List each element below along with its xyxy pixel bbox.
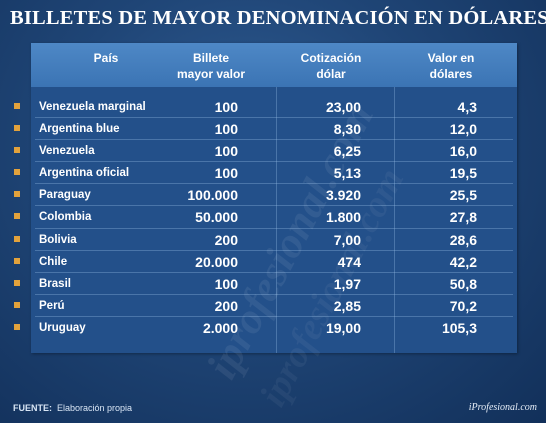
rate-cell: 8,30: [333, 121, 361, 138]
header-country-label: País: [93, 51, 119, 65]
country-cell: Chile: [39, 255, 68, 268]
column-divider: [276, 87, 277, 353]
table-row: Colombia 50.000 1.800 27,8: [14, 206, 517, 229]
header-usd: Valor en dólares: [401, 50, 501, 82]
usd-cell: 42,2: [449, 253, 477, 270]
table-row: Venezuela 100 6,25 16,0: [14, 140, 517, 163]
bill-cell: 100: [214, 121, 238, 138]
bullet-icon: [14, 235, 20, 242]
bill-cell: 100: [214, 165, 238, 182]
usd-cell: 105,3: [441, 319, 477, 336]
usd-cell: 4,3: [457, 99, 477, 115]
header-usd-line2: dólares: [429, 67, 473, 81]
header-rate: Cotización dólar: [281, 50, 381, 82]
bullet-icon: [14, 301, 20, 308]
usd-cell: 27,8: [449, 209, 477, 226]
usd-cell: 25,5: [449, 187, 477, 204]
rate-cell: 1.800: [325, 209, 361, 226]
country-cell: Bolivia: [39, 233, 77, 246]
page-title: BILLETES DE MAYOR DENOMINACIÓN EN DÓLARE…: [10, 7, 546, 29]
bill-cell: 200: [214, 297, 238, 314]
data-table: País Billete mayor valor Cotización dóla…: [14, 43, 517, 413]
header-country: País: [61, 50, 151, 66]
rate-cell: 23,00: [325, 99, 361, 115]
header-rate-line2: dólar: [316, 67, 346, 81]
table-row: Brasil 100 1,97 50,8: [14, 273, 517, 295]
country-cell: Uruguay: [39, 321, 86, 334]
country-cell: Colombia: [39, 211, 92, 224]
header-rate-line1: Cotización: [300, 51, 362, 65]
column-divider: [394, 87, 395, 353]
bullet-icon: [14, 169, 20, 176]
header-bill-line2: mayor valor: [176, 67, 246, 81]
table-header: País Billete mayor valor Cotización dóla…: [31, 43, 517, 87]
table-row: Uruguay 2.000 19,00 105,3: [14, 317, 517, 339]
bullet-icon: [14, 213, 20, 220]
country-cell: Venezuela: [39, 145, 95, 158]
rate-cell: 7,00: [333, 231, 361, 248]
header-bill-line1: Billete: [192, 51, 229, 65]
country-cell: Argentina oficial: [39, 167, 130, 180]
rate-cell: 5,13: [333, 165, 361, 182]
bullet-icon: [14, 103, 20, 109]
usd-cell: 16,0: [449, 143, 477, 160]
source-text: Elaboración propia: [57, 403, 133, 413]
table-row: Venezuela marginal 100 23,00 4,3: [14, 96, 517, 119]
rate-cell: 2,85: [333, 297, 361, 314]
rate-cell: 6,25: [333, 143, 361, 160]
bullet-icon: [14, 147, 20, 154]
bill-cell: 100.000: [187, 187, 238, 204]
table-row: Paraguay 100.000 3.920 25,5: [14, 184, 517, 207]
bullet-icon: [14, 323, 20, 330]
bill-cell: 20.000: [195, 253, 238, 270]
bill-cell: 100: [214, 143, 238, 160]
bullet-icon: [14, 279, 20, 286]
table-row: Argentina oficial 100 5,13 19,5: [14, 162, 517, 185]
usd-cell: 70,2: [449, 297, 477, 314]
usd-cell: 50,8: [449, 275, 477, 292]
usd-cell: 28,6: [449, 231, 477, 248]
rate-cell: 19,00: [325, 319, 361, 336]
country-cell: Venezuela marginal: [39, 101, 146, 113]
rate-cell: 3.920: [325, 187, 361, 204]
table-row: Bolivia 200 7,00 28,6: [14, 229, 517, 251]
bill-cell: 50.000: [195, 209, 238, 226]
country-cell: Brasil: [39, 277, 71, 290]
source-label: FUENTE:: [13, 403, 52, 413]
header-usd-line1: Valor en: [427, 51, 475, 65]
country-cell: Perú: [39, 299, 65, 312]
usd-cell: 19,5: [449, 165, 477, 182]
source-note: FUENTE: Elaboración propia: [13, 403, 132, 413]
usd-cell: 12,0: [449, 121, 477, 138]
bullet-icon: [14, 125, 20, 132]
table-row: Chile 20.000 474 42,2: [14, 251, 517, 273]
bill-cell: 100: [214, 275, 238, 292]
rate-cell: 474: [337, 253, 361, 270]
bill-cell: 100: [214, 99, 238, 115]
bullet-icon: [14, 191, 20, 198]
header-bill: Billete mayor valor: [161, 50, 261, 82]
table-row: Argentina blue 100 8,30 12,0: [14, 118, 517, 141]
brand-credit: iProfesional.com: [468, 402, 537, 413]
rate-cell: 1,97: [333, 275, 361, 292]
country-cell: Paraguay: [39, 189, 91, 202]
table-body: Venezuela marginal 100 23,00 4,3 Argentina b…: [14, 96, 517, 339]
bill-cell: 2.000: [202, 319, 238, 336]
table-row: Perú 200 2,85 70,2: [14, 295, 517, 318]
bullet-icon: [14, 257, 20, 264]
country-cell: Argentina blue: [39, 123, 120, 136]
bill-cell: 200: [214, 231, 238, 248]
